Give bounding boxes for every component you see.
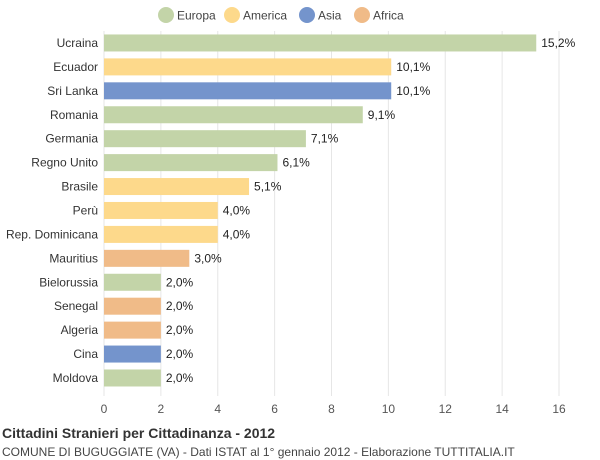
bar-ucraina (104, 34, 537, 52)
value-label-romania: 9,1% (368, 108, 396, 122)
bar-moldova (104, 369, 161, 387)
category-label-rep-dominicana: Rep. Dominicana (6, 227, 98, 241)
x-tick-label-10: 10 (382, 402, 396, 416)
x-tick-label-16: 16 (552, 402, 566, 416)
x-tick-label-8: 8 (328, 402, 335, 416)
value-label-rep-dominicana: 4,0% (223, 227, 251, 241)
value-label-moldova: 2,0% (166, 371, 194, 385)
bar-ecuador (104, 58, 392, 76)
category-label-ecuador: Ecuador (53, 60, 98, 74)
category-label-germania: Germania (45, 132, 98, 146)
chart-title: Cittadini Stranieri per Cittadinanza - 2… (2, 425, 276, 441)
value-label-cina: 2,0% (166, 347, 194, 361)
category-label-peru: Perù (73, 203, 98, 217)
value-label-senegal: 2,0% (166, 299, 194, 313)
legend-marker-america (224, 7, 240, 23)
category-label-senegal: Senegal (54, 299, 98, 313)
value-label-peru: 4,0% (223, 203, 251, 217)
category-label-ucraina: Ucraina (57, 36, 99, 50)
value-label-sri-lanka: 10,1% (396, 84, 430, 98)
category-label-brasile: Brasile (61, 180, 98, 194)
bar-rep-dominicana (104, 225, 218, 243)
x-tick-label-4: 4 (214, 402, 221, 416)
legend-label-asia: Asia (318, 9, 342, 23)
value-label-regno-unito: 6,1% (282, 156, 310, 170)
x-tick-label-12: 12 (439, 402, 453, 416)
bar-mauritius (104, 249, 190, 267)
bar-brasile (104, 178, 250, 196)
bar-romania (104, 106, 363, 124)
category-label-romania: Romania (50, 108, 98, 122)
value-label-algeria: 2,0% (166, 323, 194, 337)
bar-germania (104, 130, 306, 148)
x-tick-label-14: 14 (495, 402, 509, 416)
bar-sri-lanka (104, 82, 392, 100)
legend-label-america: America (243, 9, 287, 23)
value-label-bielorussia: 2,0% (166, 275, 194, 289)
legend-label-europa: Europa (177, 9, 216, 23)
bar-peru (104, 201, 218, 219)
value-label-ecuador: 10,1% (396, 60, 430, 74)
x-tick-label-6: 6 (271, 402, 278, 416)
bar-chart: Ucraina 15,2% Ecuador 10,1% Sri Lanka 10,1% Ro… (6, 7, 576, 416)
chart-subtitle: COMUNE DI BUGUGGIATE (VA) - Dati ISTAT a… (2, 445, 515, 459)
legend-label-africa: Africa (373, 9, 404, 23)
value-label-germania: 7,1% (311, 132, 339, 146)
category-label-sri-lanka: Sri Lanka (47, 84, 98, 98)
value-label-brasile: 5,1% (254, 180, 282, 194)
bar-algeria (104, 321, 161, 339)
category-label-cina: Cina (73, 347, 98, 361)
value-label-mauritius: 3,0% (194, 251, 222, 265)
bar-senegal (104, 297, 161, 315)
x-tick-label-2: 2 (158, 402, 165, 416)
value-label-ucraina: 15,2% (541, 36, 575, 50)
legend-marker-asia (299, 7, 315, 23)
bar-cina (104, 345, 161, 363)
bar-regno-unito (104, 154, 278, 172)
legend-marker-europa (158, 7, 174, 23)
bar-bielorussia (104, 273, 161, 291)
category-label-algeria: Algeria (61, 323, 99, 337)
category-label-moldova: Moldova (53, 371, 99, 385)
legend-marker-africa (354, 7, 370, 23)
x-tick-label-0: 0 (101, 402, 108, 416)
category-label-mauritius: Mauritius (49, 251, 98, 265)
category-label-regno-unito: Regno Unito (31, 156, 98, 170)
category-label-bielorussia: Bielorussia (39, 275, 98, 289)
